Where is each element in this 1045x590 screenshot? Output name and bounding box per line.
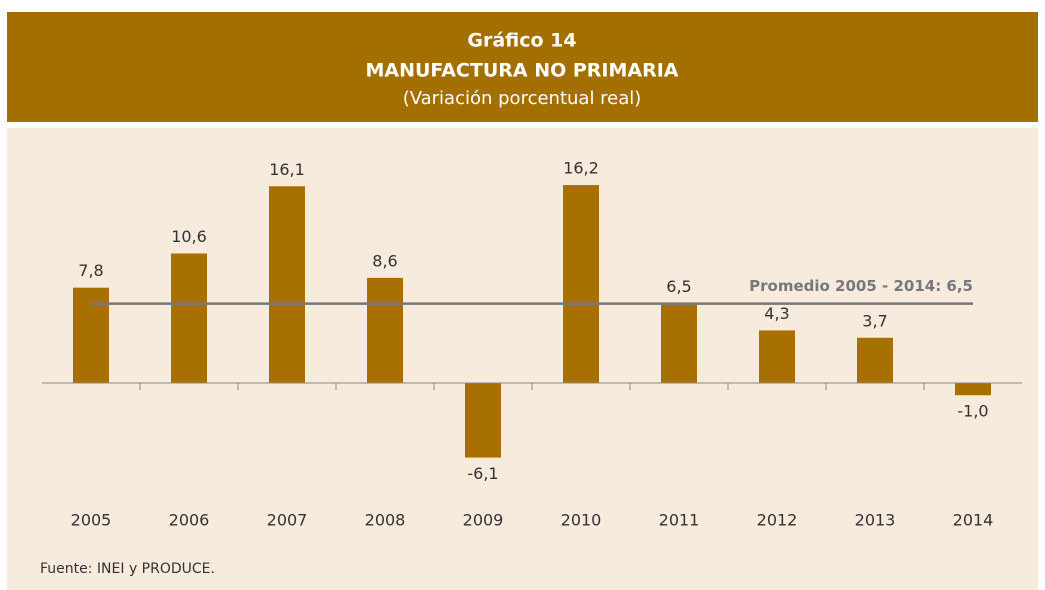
header-band [7,12,1038,122]
bar [367,277,403,383]
data-label: 3,7 [862,311,887,330]
data-label: 4,3 [764,304,789,323]
bar [955,383,991,396]
x-tick-label: 2006 [169,511,210,530]
source-note: Fuente: INEI y PRODUCE. [40,561,215,577]
x-tick-label: 2008 [365,511,406,530]
x-tick-label: 2010 [561,511,602,530]
unit-note: (Variación porcentual real) [403,88,642,109]
bar [73,287,109,383]
bar [563,185,599,383]
bar [661,303,697,383]
data-label: 6,5 [666,277,691,296]
bar [465,383,501,458]
x-tick-label: 2007 [267,511,308,530]
data-label: 16,2 [563,159,599,178]
data-label: -6,1 [467,464,498,483]
x-tick-label: 2013 [855,511,896,530]
chart-title: Gráfico 14 [467,30,576,52]
x-tick-label: 2009 [463,511,504,530]
bar [269,186,305,383]
average-label: Promedio 2005 - 2014: 6,5 [749,277,973,295]
data-label: -1,0 [957,402,988,421]
chart-subtitle: MANUFACTURA NO PRIMARIA [365,60,678,82]
data-label: 16,1 [269,160,305,179]
bar [857,337,893,383]
bar [171,253,207,383]
data-label: 7,8 [78,261,103,280]
data-label: 10,6 [171,227,207,246]
x-tick-label: 2012 [757,511,798,530]
data-label: 8,6 [372,251,397,270]
bar [759,330,795,383]
x-tick-label: 2005 [71,511,112,530]
x-tick-label: 2011 [659,511,700,530]
x-tick-label: 2014 [953,511,994,530]
